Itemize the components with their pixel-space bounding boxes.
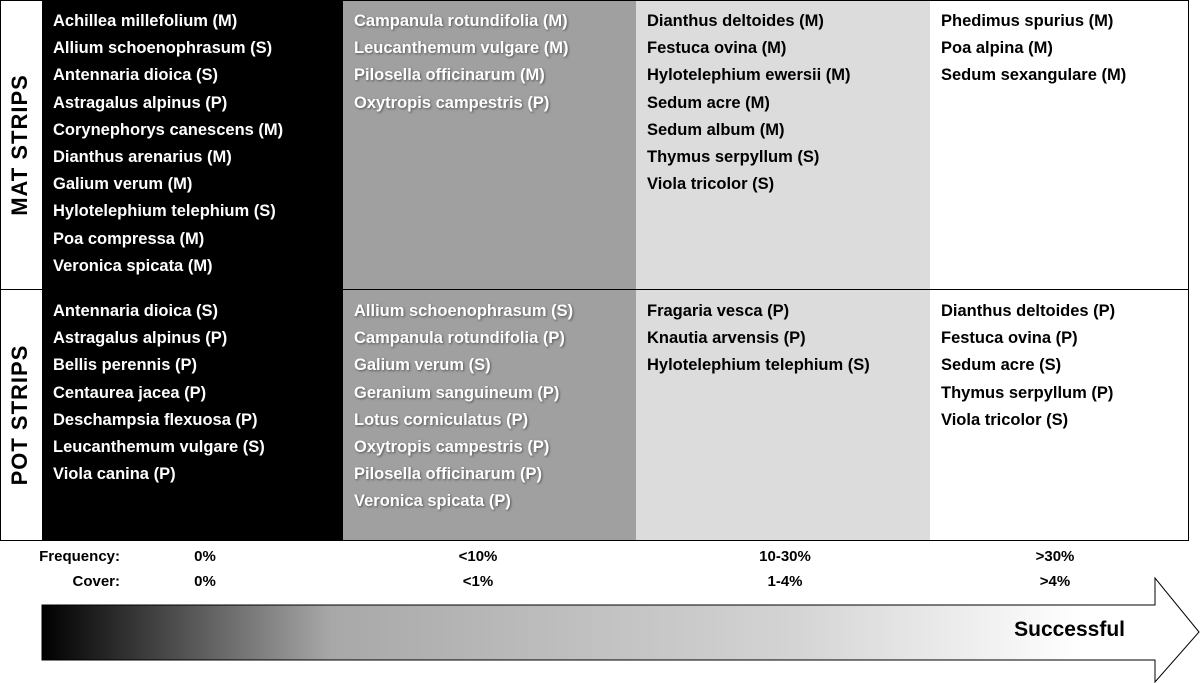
species: Allium schoenophrasum (S)	[354, 302, 574, 320]
species: Campanula rotundifolia (P)	[354, 329, 565, 348]
species: Lotus corniculatus (P)	[354, 410, 529, 429]
scale-label: Frequency:	[39, 548, 120, 565]
species: Knautia arvensis (P)	[647, 329, 806, 348]
species: Viola canina (P)	[53, 465, 176, 484]
species: Viola tricolor (S)	[647, 175, 775, 194]
species: Hylotelephium telephium (S)	[647, 356, 870, 375]
species: Leucanthemum vulgare (M)	[354, 39, 569, 58]
species: Geranium sanguineum (P)	[354, 383, 560, 402]
species: Deschampsia flexuosa (P)	[53, 410, 258, 429]
species: Astragalus alpinus (P)	[53, 329, 228, 348]
scale-value: <1%	[462, 573, 494, 590]
scale-value: 0%	[194, 548, 216, 565]
scale-value: 10-30%	[759, 548, 811, 565]
species: Dianthus arenarius (M)	[53, 148, 232, 167]
row-divider	[0, 289, 1188, 290]
table-border	[0, 0, 1189, 541]
cell: Fragaria vesca (P) Knautia arvensis (P) Hy…	[636, 290, 930, 540]
species: Fragaria vesca (P)	[647, 302, 790, 320]
species: Thymus serpyllum (P)	[941, 383, 1114, 402]
cell: Achillea millefolium (M) Allium schoenoph…	[42, 0, 343, 290]
scale-value: 0%	[194, 573, 216, 590]
species: Centaurea jacea (P)	[53, 383, 207, 402]
species: Corynephorys canescens (M)	[53, 120, 284, 139]
cell: Phedimus spurius (M) Poa alpina (M) Sedum …	[930, 0, 1188, 290]
species: Hylotelephium ewersii (M)	[647, 66, 851, 85]
species: Thymus serpyllum (S)	[647, 148, 820, 167]
cell: Dianthus deltoides (M) Festuca ovina (M) H…	[636, 0, 930, 290]
species: Oxytropis campestris (P)	[354, 438, 550, 457]
species: Dianthus deltoides (M)	[647, 12, 824, 30]
species: Pilosella officinarum (P)	[354, 465, 542, 484]
species: Hylotelephium telephium (S)	[53, 202, 276, 221]
species: Achillea millefolium (M)	[53, 12, 238, 30]
scale-label: Cover:	[72, 573, 120, 590]
species: Poa compressa (M)	[53, 229, 205, 248]
species: Sedum acre (M)	[647, 93, 770, 112]
species: Sedum acre (S)	[941, 356, 1062, 375]
species: Dianthus deltoides (P)	[941, 302, 1116, 320]
species: Veronica spicata (P)	[354, 492, 511, 511]
species: Leucanthemum vulgare (S)	[53, 438, 265, 457]
cell: Dianthus deltoides (P) Festuca ovina (P) S…	[930, 290, 1188, 540]
species: Festuca ovina (M)	[647, 39, 787, 58]
species: Bellis perennis (P)	[53, 356, 197, 375]
species: Festuca ovina (P)	[941, 329, 1078, 348]
species: Antennaria dioica (S)	[53, 66, 219, 85]
species: Allium schoenophrasum (S)	[53, 39, 273, 58]
cell: Antennaria dioica (S) Astragalus alpinus …	[42, 290, 343, 540]
species: Sedum sexangulare (M)	[941, 66, 1127, 85]
arrow-label: Successful	[1014, 618, 1125, 641]
species: Galium verum (M)	[53, 175, 193, 194]
species: Phedimus spurius (M)	[941, 12, 1114, 30]
species: Pilosella officinarum (M)	[354, 66, 545, 85]
scale-value: 1-4%	[767, 573, 803, 590]
species: Campanula rotundifolia (M)	[354, 12, 568, 30]
species: Antennaria dioica (S)	[53, 302, 219, 320]
species: Sedum album (M)	[647, 120, 785, 139]
scale-value: <10%	[458, 548, 498, 565]
species: Astragalus alpinus (P)	[53, 93, 228, 112]
scale-value: >4%	[1039, 573, 1071, 590]
species: Poa alpina (M)	[941, 39, 1053, 58]
scale-value: >30%	[1035, 548, 1075, 565]
species: Veronica spicata (M)	[53, 256, 213, 275]
success-arrow	[41, 576, 1200, 683]
species: Viola tricolor (S)	[941, 410, 1069, 429]
species: Galium verum (S)	[354, 356, 491, 375]
cell: Allium schoenophrasum (S) Campanula rotun…	[343, 290, 636, 540]
cell: Campanula rotundifolia (M) Leucanthemum v…	[343, 0, 636, 290]
species: Oxytropis campestris (P)	[354, 93, 550, 112]
